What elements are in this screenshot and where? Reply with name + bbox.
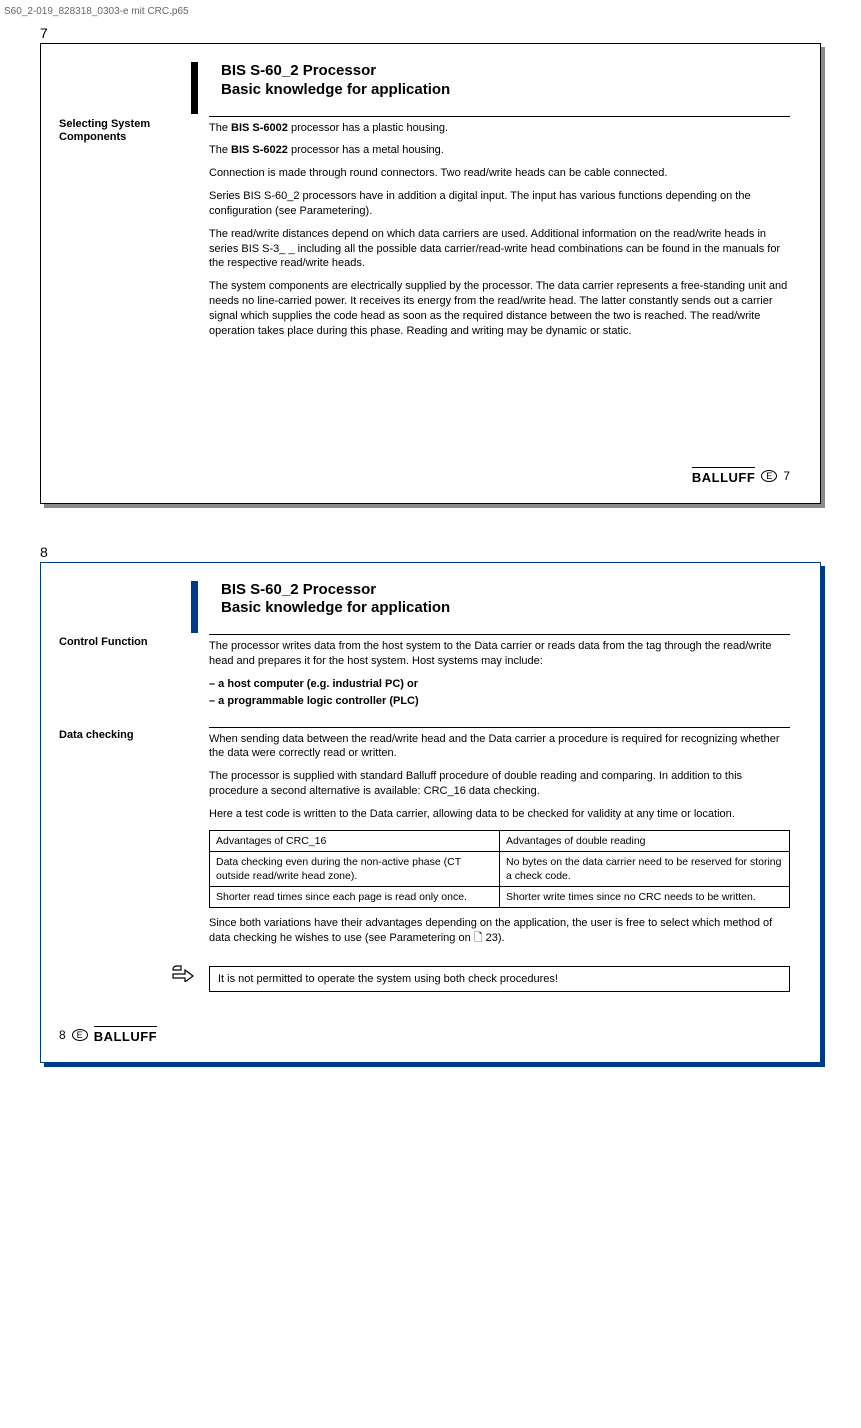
tbl-r1c2: No bytes on the data carrier need to be … <box>500 851 790 886</box>
page-7-wrap: 7 BIS S-60_2 Processor Basic knowledge f… <box>40 25 821 504</box>
footer-page-num: 8 <box>59 1028 66 1042</box>
page-7-footer: BALLUFF E 7 <box>209 467 790 485</box>
page-7-title2: Basic knowledge for application <box>221 81 790 100</box>
p7-p1-pre: The <box>209 122 231 134</box>
hand-pointer-icon <box>59 964 209 982</box>
p7-p2-pre: The <box>209 144 231 156</box>
tbl-h2: Advantages of double reading <box>500 830 790 851</box>
e-badge: E <box>761 470 777 482</box>
p8-s1-b2-txt: – a programmable logic controller (PLC) <box>209 695 419 707</box>
e-badge: E <box>72 1029 88 1041</box>
page-7-section: Selecting System Components The BIS S-60… <box>59 116 790 347</box>
side-label-l1: Selecting System <box>59 118 150 130</box>
page-7-outer-num: 7 <box>40 25 821 43</box>
p7-p1-bold: BIS S-6002 <box>231 122 288 134</box>
p8-s1-b1: – a host computer (e.g. industrial PC) o… <box>209 677 790 692</box>
tbl-r1c1: Data checking even during the non-active… <box>210 851 500 886</box>
brand-logo: BALLUFF <box>94 1026 157 1044</box>
tbl-r2c1: Shorter read times since each page is re… <box>210 887 500 908</box>
file-path-label: S60_2-019_828318_0303-e mit CRC.p65 <box>0 0 861 25</box>
p8-s2-p1: When sending data between the read/write… <box>209 732 790 762</box>
p7-p1: The BIS S-6002 processor has a plastic h… <box>209 121 790 136</box>
table-row: Shorter read times since each page is re… <box>210 887 790 908</box>
page-8-footer: 8 E BALLUFF <box>59 1026 790 1044</box>
header-accent <box>191 581 198 633</box>
comparison-table: Advantages of CRC_16 Advantages of doubl… <box>209 830 790 909</box>
page-8-title2: Basic knowledge for application <box>221 599 790 618</box>
note-row: It is not permitted to operate the syste… <box>59 964 790 992</box>
page-7-content: The BIS S-6002 processor has a plastic h… <box>209 116 790 347</box>
p8-s2-p3: Here a test code is written to the Data … <box>209 807 790 822</box>
tbl-h1: Advantages of CRC_16 <box>210 830 500 851</box>
footer-page-num: 7 <box>783 469 790 483</box>
page-8-header: BIS S-60_2 Processor Basic knowledge for… <box>221 581 790 619</box>
page-8-wrap: 8 BIS S-60_2 Processor Basic knowledge f… <box>40 544 821 1063</box>
page-8-section1: Control Function The processor writes da… <box>59 634 790 716</box>
page-7-title1: BIS S-60_2 Processor <box>221 62 790 81</box>
page-7-box: BIS S-60_2 Processor Basic knowledge for… <box>40 43 821 504</box>
p7-p2-bold: BIS S-6022 <box>231 144 288 156</box>
p8-s1-p1: The processor writes data from the host … <box>209 639 790 669</box>
table-row: Advantages of CRC_16 Advantages of doubl… <box>210 830 790 851</box>
page-8-title1: BIS S-60_2 Processor <box>221 581 790 600</box>
p8-s2-p2: The processor is supplied with standard … <box>209 769 790 799</box>
p7-p2: The BIS S-6022 processor has a metal hou… <box>209 143 790 158</box>
brand-logo: BALLUFF <box>692 467 755 485</box>
page-ref-icon: 🗋 <box>474 932 483 944</box>
p8-s2-p4-post: 23). <box>483 932 505 944</box>
page-8-side2: Data checking <box>59 727 209 955</box>
page-8-section2: Data checking When sending data between … <box>59 727 790 955</box>
p7-p6: The system components are electrically s… <box>209 279 790 338</box>
p7-p1-post: processor has a plastic housing. <box>288 122 448 134</box>
page-7-header: BIS S-60_2 Processor Basic knowledge for… <box>221 62 790 100</box>
page-8-content1: The processor writes data from the host … <box>209 634 790 716</box>
table-row: Data checking even during the non-active… <box>210 851 790 886</box>
page-8-side1: Control Function <box>59 634 209 716</box>
page-8-box: BIS S-60_2 Processor Basic knowledge for… <box>40 562 821 1063</box>
side-label-l2: Components <box>59 131 126 143</box>
page-7-side-label: Selecting System Components <box>59 116 209 347</box>
page-8-content2: When sending data between the read/write… <box>209 727 790 955</box>
p8-s2-p4: Since both variations have their advanta… <box>209 916 790 946</box>
tbl-r2c2: Shorter write times since no CRC needs t… <box>500 887 790 908</box>
p7-p2-post: processor has a metal housing. <box>288 144 444 156</box>
p7-p4: Series BIS S-60_2 processors have in add… <box>209 189 790 219</box>
note-box: It is not permitted to operate the syste… <box>209 966 790 992</box>
p7-p3: Connection is made through round connect… <box>209 166 790 181</box>
p8-s1-b1-txt: – a host computer (e.g. industrial PC) o… <box>209 678 418 690</box>
page-8-outer-num: 8 <box>40 544 821 562</box>
header-accent <box>191 62 198 114</box>
p8-s1-b2: – a programmable logic controller (PLC) <box>209 694 790 709</box>
p7-p5: The read/write distances depend on which… <box>209 227 790 272</box>
